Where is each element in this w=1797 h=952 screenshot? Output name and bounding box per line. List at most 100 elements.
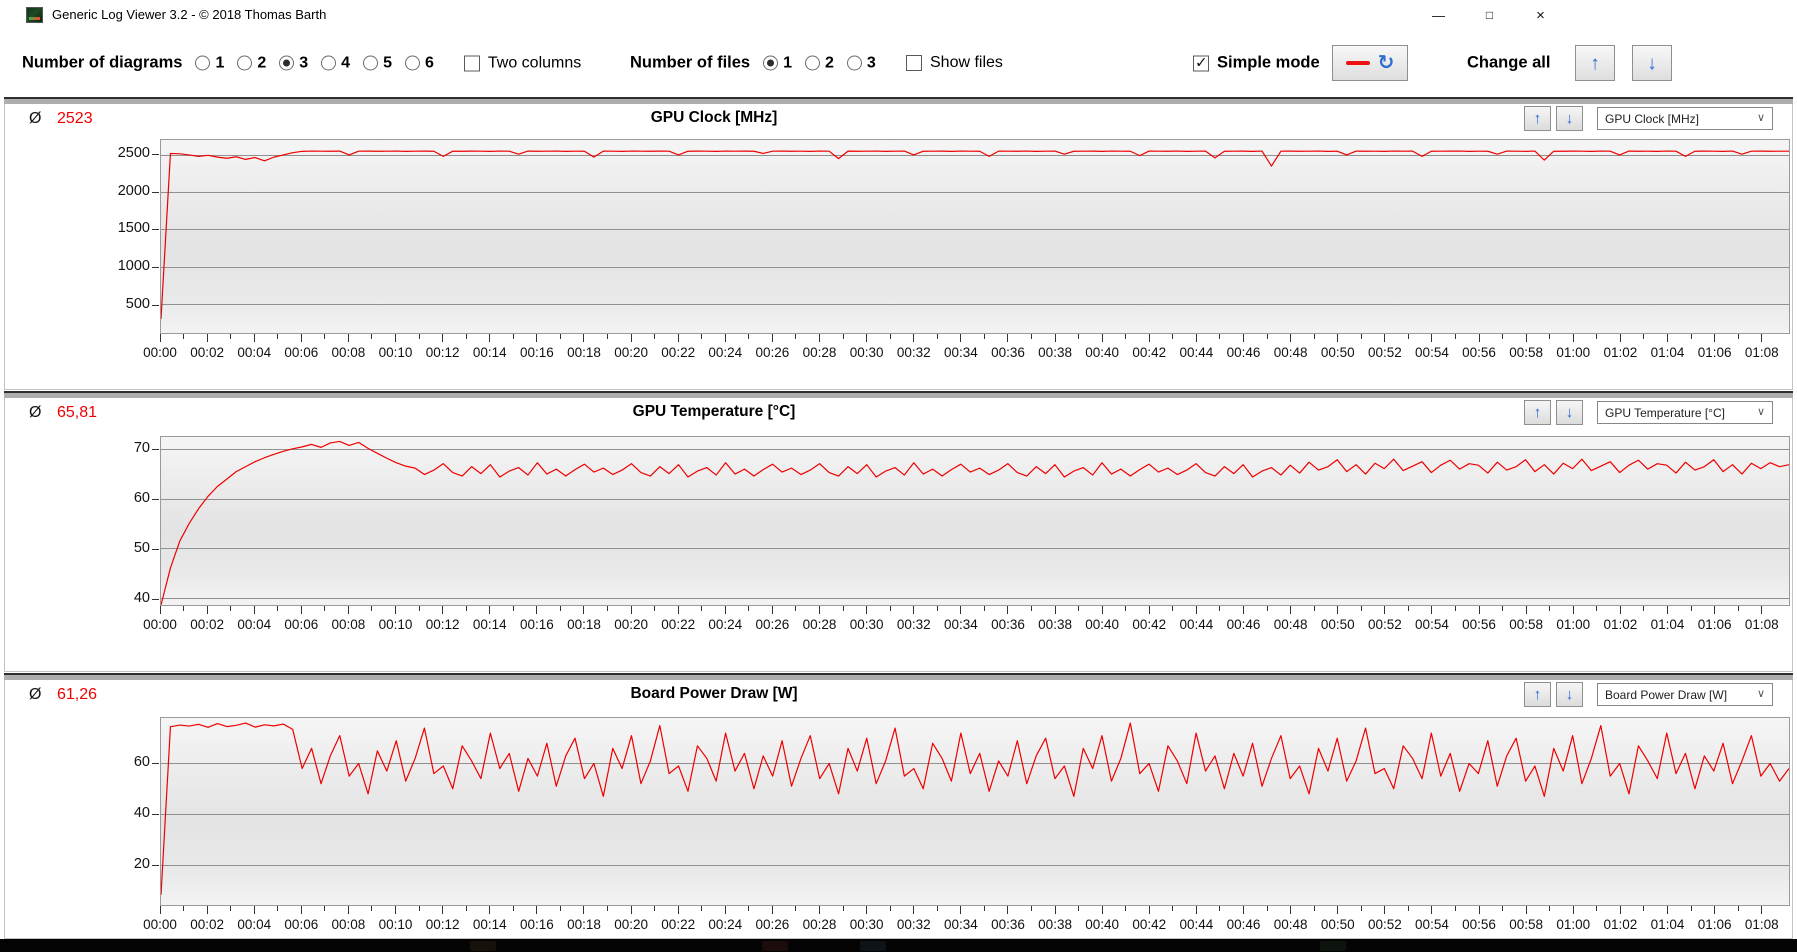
x-tick-label: 00:44 (1170, 917, 1222, 932)
move-chart-up-button[interactable]: ↑ (1524, 682, 1551, 707)
line-style-refresh-button[interactable]: ↻ (1332, 45, 1408, 81)
chart-title: Board Power Draw [W] (5, 685, 1423, 703)
x-tick-label: 00:02 (181, 345, 233, 360)
x-tick (513, 606, 514, 611)
x-tick (1149, 334, 1150, 342)
x-tick (819, 906, 820, 914)
x-tick (1549, 606, 1550, 611)
x-tick (1361, 606, 1362, 611)
signal-select[interactable]: Board Power Draw [W] ∨ (1597, 683, 1773, 706)
diagrams-radio-3[interactable] (279, 56, 294, 71)
signal-select[interactable]: GPU Temperature [°C] ∨ (1597, 401, 1773, 424)
files-radio-1[interactable] (763, 56, 778, 71)
x-tick (1691, 906, 1692, 911)
x-tick (1384, 906, 1385, 914)
x-tick (442, 606, 443, 614)
diagrams-radio-1[interactable] (195, 56, 210, 71)
x-tick (1738, 334, 1739, 339)
x-tick (513, 906, 514, 911)
y-tick-label: 20 (96, 856, 150, 872)
up-arrow-icon: ↑ (1534, 405, 1542, 420)
taskbar-smudge (860, 941, 886, 951)
x-axis: 00:0000:0200:0400:0600:0800:1000:1200:14… (160, 606, 1790, 640)
x-tick (960, 334, 961, 342)
diagrams-radio-4-label: 4 (341, 54, 350, 72)
x-tick-label: 00:32 (888, 917, 940, 932)
chevron-down-icon: ∨ (1757, 111, 1765, 124)
x-tick-label: 00:18 (558, 917, 610, 932)
change-all-up-button[interactable]: ↑ (1575, 45, 1615, 81)
y-tick-label: 60 (96, 754, 150, 770)
x-tick (1479, 606, 1480, 614)
x-tick (1549, 334, 1550, 339)
taskbar-sliver (0, 939, 1797, 952)
diagrams-radio-2[interactable] (237, 56, 252, 71)
plot-area (160, 139, 1790, 334)
x-tick-label: 01:04 (1642, 345, 1694, 360)
maximize-button[interactable]: □ (1466, 0, 1513, 30)
x-tick (1031, 906, 1032, 911)
taskbar-smudge (1320, 941, 1346, 951)
x-tick (254, 606, 255, 614)
x-tick-label: 00:34 (935, 917, 987, 932)
move-chart-up-button[interactable]: ↑ (1524, 106, 1551, 131)
x-tick-label: 00:56 (1453, 917, 1505, 932)
chart-panel-board-power: Ø 61,26 Board Power Draw [W] ↑ ↓ Board P… (4, 673, 1793, 939)
simple-mode-checkbox[interactable] (1193, 55, 1209, 71)
x-tick (607, 906, 608, 911)
change-all-down-button[interactable]: ↓ (1632, 45, 1672, 81)
x-tick (1290, 906, 1291, 914)
x-tick (1078, 606, 1079, 611)
move-chart-down-button[interactable]: ↓ (1556, 400, 1583, 425)
x-tick-label: 00:54 (1406, 345, 1458, 360)
move-chart-up-button[interactable]: ↑ (1524, 400, 1551, 425)
x-tick-label: 00:00 (134, 617, 186, 632)
x-tick-label: 00:36 (982, 617, 1034, 632)
x-tick (1078, 906, 1079, 911)
y-tick (152, 763, 159, 764)
x-tick-label: 01:02 (1594, 345, 1646, 360)
files-radio-3[interactable] (847, 56, 862, 71)
files-radio-2[interactable] (805, 56, 820, 71)
diagrams-radio-6[interactable] (405, 56, 420, 71)
x-tick-label: 00:52 (1359, 617, 1411, 632)
x-tick-label: 00:54 (1406, 617, 1458, 632)
two-columns-checkbox[interactable] (464, 55, 480, 71)
move-chart-down-button[interactable]: ↓ (1556, 106, 1583, 131)
x-tick-label: 00:46 (1218, 917, 1270, 932)
chart-title: GPU Clock [MHz] (5, 109, 1423, 127)
signal-select[interactable]: GPU Clock [MHz] ∨ (1597, 107, 1773, 130)
x-tick-label: 00:06 (275, 617, 327, 632)
minimize-button[interactable]: — (1415, 0, 1462, 30)
x-tick (1243, 606, 1244, 614)
x-tick-label: 00:32 (888, 345, 940, 360)
move-chart-down-button[interactable]: ↓ (1556, 682, 1583, 707)
x-tick-label: 00:04 (228, 617, 280, 632)
show-files-checkbox[interactable] (906, 55, 922, 71)
y-tick (152, 305, 159, 306)
y-tick (152, 449, 159, 450)
y-tick-label: 2500 (96, 145, 150, 161)
x-tick (1573, 906, 1574, 914)
x-tick (442, 906, 443, 914)
x-tick (466, 334, 467, 339)
x-tick (1455, 606, 1456, 611)
x-tick-label: 00:06 (275, 917, 327, 932)
diagrams-radio-3-label: 3 (299, 54, 308, 72)
x-tick (1102, 334, 1103, 342)
x-tick-label: 01:00 (1547, 345, 1599, 360)
x-tick (654, 906, 655, 911)
y-tick-label: 50 (96, 540, 150, 556)
diagrams-radio-4[interactable] (321, 56, 336, 71)
title-bar[interactable]: Generic Log Viewer 3.2 - © 2018 Thomas B… (0, 0, 1797, 30)
x-tick (701, 906, 702, 911)
diagrams-radio-6-label: 6 (425, 54, 434, 72)
close-button[interactable]: × (1517, 0, 1564, 30)
x-tick-label: 00:00 (134, 345, 186, 360)
x-tick (1714, 334, 1715, 342)
x-tick (1455, 906, 1456, 911)
diagrams-radio-5[interactable] (363, 56, 378, 71)
x-tick-label: 00:52 (1359, 917, 1411, 932)
x-tick (1267, 334, 1268, 339)
down-arrow-icon: ↓ (1647, 54, 1657, 73)
